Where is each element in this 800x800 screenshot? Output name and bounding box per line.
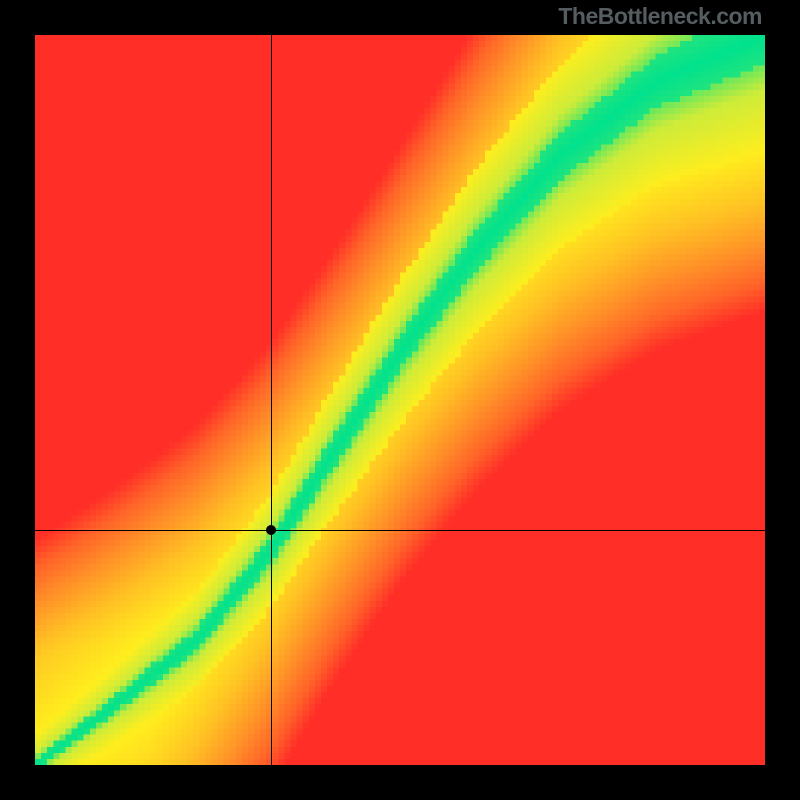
chart-frame: TheBottleneck.com bbox=[0, 0, 800, 800]
bottleneck-heatmap bbox=[35, 35, 765, 765]
crosshair-marker bbox=[266, 525, 276, 535]
watermark-text: TheBottleneck.com bbox=[558, 3, 762, 30]
plot-area bbox=[35, 35, 765, 765]
crosshair-horizontal bbox=[35, 530, 765, 531]
crosshair-vertical bbox=[271, 35, 272, 765]
